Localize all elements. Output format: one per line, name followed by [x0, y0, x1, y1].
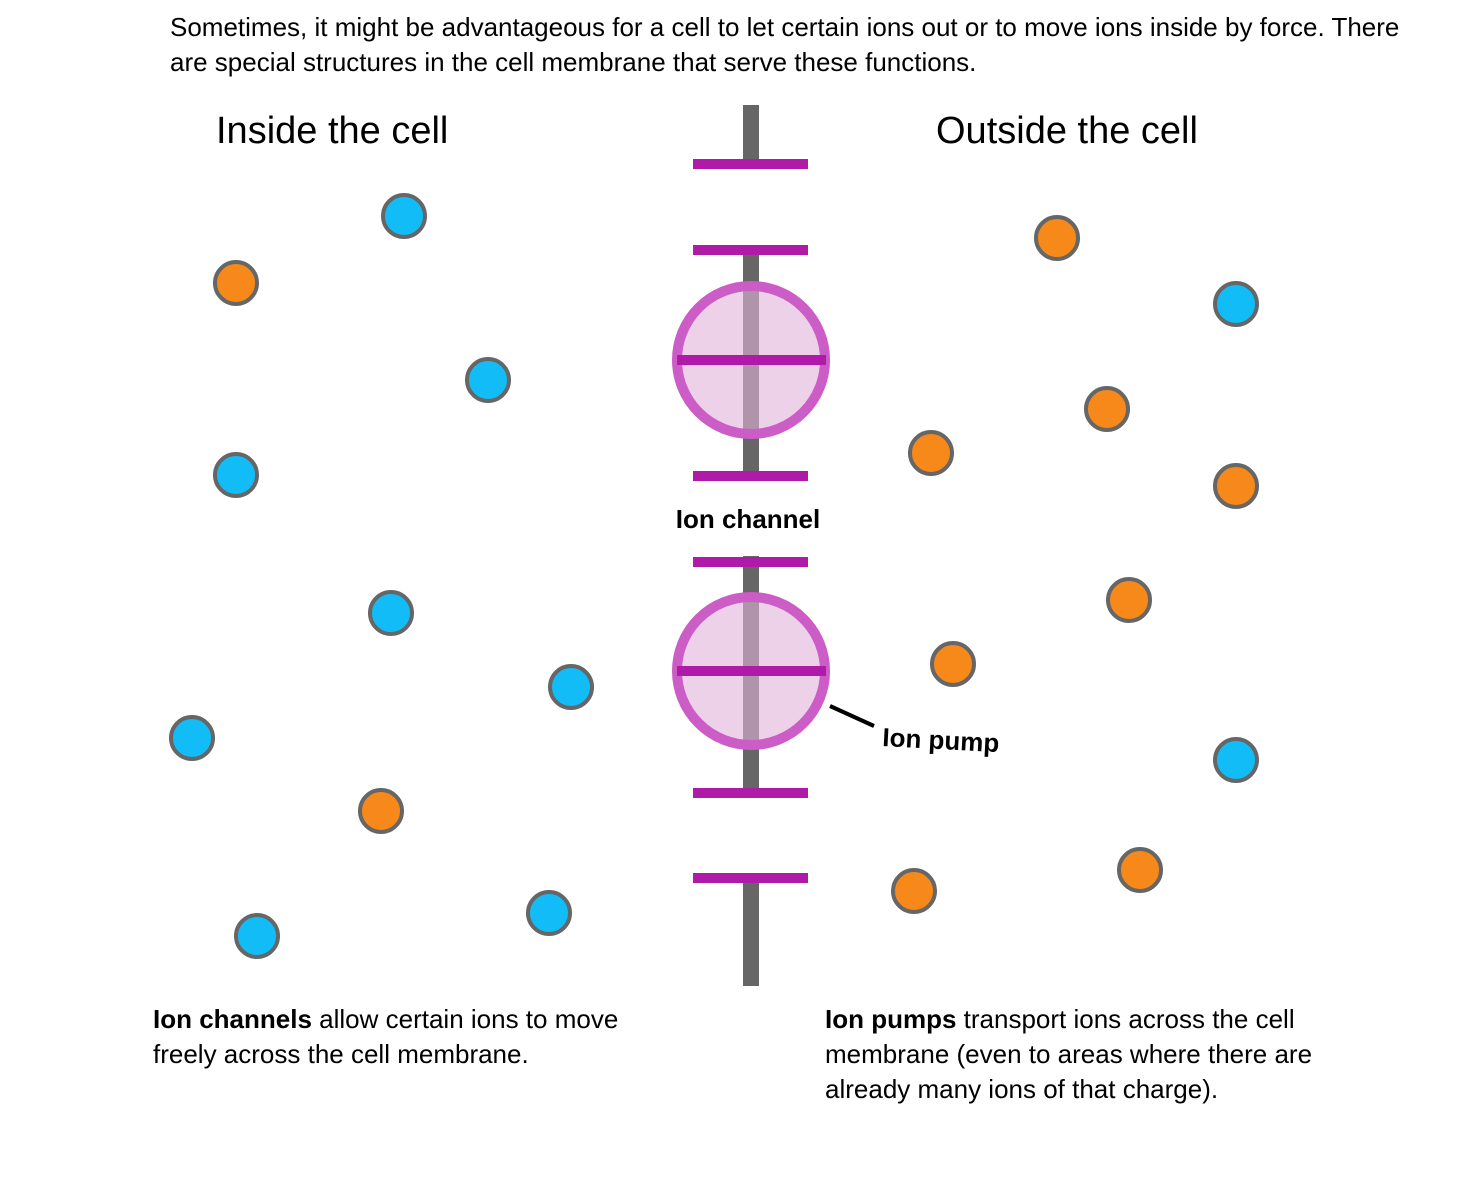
ion-channels-caption-text: allow certain ions to move freely across… — [153, 1004, 619, 1069]
orange-ion — [1106, 577, 1152, 623]
blue-ion — [381, 193, 427, 239]
channel-gap — [735, 169, 767, 245]
blue-ion — [526, 890, 572, 936]
ion-pumps-caption-term: Ion pumps — [825, 1004, 957, 1034]
blue-ion — [213, 452, 259, 498]
orange-ion — [930, 641, 976, 687]
blue-ion — [465, 357, 511, 403]
channel-gap — [735, 798, 767, 873]
intro-text: Sometimes, it might be advantageous for … — [170, 12, 1400, 77]
orange-ion — [1117, 847, 1163, 893]
ion-pump-leader-line — [829, 704, 875, 728]
inside-cell-label: Inside the cell — [216, 110, 449, 152]
blue-ion — [169, 715, 215, 761]
blue-ion — [1213, 737, 1259, 783]
orange-ion — [213, 260, 259, 306]
outside-cell-label: Outside the cell — [936, 110, 1198, 152]
orange-ion — [358, 788, 404, 834]
blue-ion — [234, 913, 280, 959]
blue-ion — [1213, 281, 1259, 327]
ion-pump-label: Ion pump — [882, 722, 1000, 758]
ion-channels-caption: Ion channels allow certain ions to move … — [153, 1002, 673, 1072]
channel-gap — [735, 481, 767, 556]
ion-channel-label: Ion channel — [676, 504, 820, 534]
ion-pumps-caption: Ion pumps transport ions across the cell… — [825, 1002, 1325, 1107]
blue-ion — [368, 590, 414, 636]
orange-ion — [1084, 386, 1130, 432]
orange-ion — [1213, 463, 1259, 509]
orange-ion — [1034, 215, 1080, 261]
orange-ion — [891, 868, 937, 914]
ion-channels-caption-term: Ion channels — [153, 1004, 312, 1034]
blue-ion — [548, 664, 594, 710]
ion-pumps-caption-text: transport ions across the cell membrane … — [825, 1004, 1313, 1104]
orange-ion — [908, 430, 954, 476]
